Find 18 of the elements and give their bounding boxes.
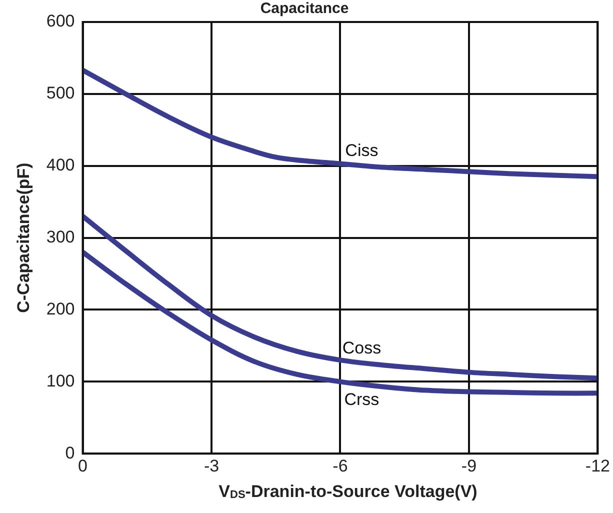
y-tick-label: 600 [46,12,75,31]
x-tick-label: -3 [204,456,220,476]
series-label: Crss [344,390,380,409]
y-tick-label: 500 [46,84,75,103]
x-tick-label: 0 [78,456,88,476]
y-tick-label: 0 [65,443,75,462]
y-axis-title: C-Capacitance(pF) [14,162,33,313]
y-tick-label: 300 [46,227,75,246]
x-tick-label: -12 [585,456,610,476]
x-axis-title: V$_{DS}$-Dranin-to-Source Voltage(V) [218,482,478,502]
series-label: Ciss [345,141,378,160]
chart-title: Capacitance [260,0,349,18]
y-tick-label: 200 [46,299,75,318]
series-label: Coss [342,338,382,358]
x-tick-label: -6 [332,456,348,476]
y-tick-label: 100 [46,371,75,390]
x-tick-label: -9 [461,456,477,476]
y-tick-label: 400 [46,156,75,175]
